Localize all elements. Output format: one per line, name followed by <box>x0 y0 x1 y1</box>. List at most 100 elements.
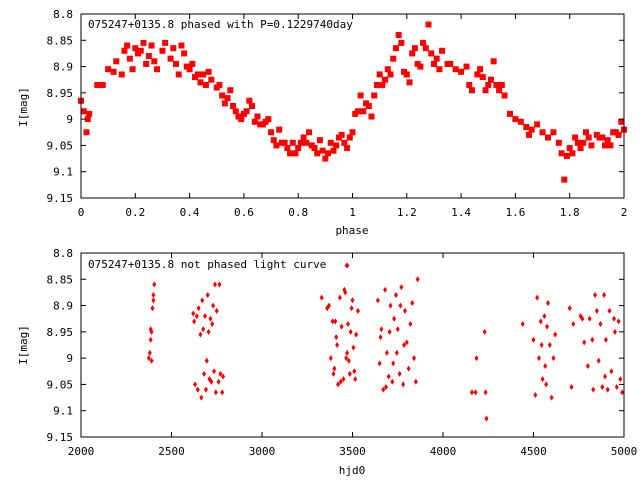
phased-data-point <box>346 134 353 141</box>
unphased-data-point <box>612 328 617 335</box>
phased-data-point <box>243 108 250 115</box>
phased-y-tick-label: 8.9 <box>53 61 73 74</box>
phased-data-point <box>409 50 416 57</box>
unphased-data-point <box>394 349 399 356</box>
unphased-data-point <box>346 357 351 364</box>
phased-data-point <box>249 103 256 109</box>
phased-data-point <box>99 81 106 88</box>
unphased-data-point <box>337 294 342 301</box>
unphased-y-tick-label: 9.15 <box>47 431 74 444</box>
unphased-x-tick-label: 2000 <box>68 445 95 458</box>
unphased-data-point <box>378 334 383 341</box>
unphased-data-point <box>600 384 605 391</box>
unphased-data-point <box>202 370 207 377</box>
unphased-data-point <box>391 360 396 367</box>
phased-x-tick-label: 2 <box>621 206 628 219</box>
phased-data-point <box>525 131 532 138</box>
phased-data-point <box>498 81 505 88</box>
phased-data-point <box>433 55 440 62</box>
phased-data-point <box>265 116 272 123</box>
unphased-data-point <box>538 318 543 325</box>
unphased-data-point <box>543 363 548 370</box>
phased-data-point <box>468 87 475 94</box>
phased-data-point <box>474 71 481 78</box>
unphased-data-point <box>567 305 572 312</box>
phased-data-point <box>341 139 348 146</box>
phased-data-point <box>202 81 209 88</box>
unphased-data-point <box>520 320 525 327</box>
phased-data-point <box>121 47 128 54</box>
phased-data-point <box>512 116 519 123</box>
unphased-legend-marker <box>344 262 350 269</box>
phased-data-point <box>517 118 524 125</box>
unphased-data-point <box>482 328 487 335</box>
unphased-data-point <box>540 376 545 383</box>
unphased-data-point <box>591 386 596 393</box>
phased-data-point <box>344 145 351 152</box>
phased-data-point <box>281 139 288 146</box>
unphased-data-point <box>603 336 608 343</box>
phased-data-point <box>84 116 91 123</box>
unphased-data-point <box>148 326 153 333</box>
unphased-data-point <box>217 281 222 288</box>
phased-data-point <box>430 60 437 67</box>
unphased-data-point <box>596 357 601 364</box>
phased-data-point <box>368 113 375 120</box>
phased-data-point <box>403 71 410 78</box>
unphased-data-point <box>395 326 400 333</box>
phased-data-point <box>110 68 117 75</box>
phased-data-point <box>607 142 614 149</box>
phased-data-point <box>395 32 402 39</box>
unphased-data-point <box>193 381 198 388</box>
phased-y-tick-label: 9.05 <box>47 139 74 152</box>
unphased-data-point <box>413 378 418 385</box>
unphased-x-tick-label: 4000 <box>430 445 457 458</box>
phased-data-point <box>140 39 147 46</box>
phased-data-point <box>306 129 313 136</box>
phased-data-point <box>86 110 93 117</box>
phased-data-point <box>452 66 459 73</box>
phased-data-point <box>197 79 204 86</box>
unphased-data-point <box>334 334 339 341</box>
phased-data-point <box>246 97 253 104</box>
phased-data-point <box>105 66 112 73</box>
unphased-data-point <box>544 381 549 388</box>
unphased-data-point <box>392 315 397 322</box>
phased-data-point <box>398 39 405 46</box>
unphased-data-point <box>336 381 341 388</box>
unphased-data-point <box>590 336 595 343</box>
unphased-data-point <box>397 370 402 377</box>
phased-data-point <box>327 139 334 146</box>
phased-data-point <box>390 55 397 62</box>
unphased-data-point <box>536 355 541 362</box>
phased-data-point <box>254 113 261 120</box>
phased-data-point <box>539 129 546 136</box>
phased-data-point <box>208 76 215 83</box>
unphased-data-point <box>607 307 612 314</box>
unphased-y-tick-label: 8.8 <box>53 247 73 260</box>
phased-data-point <box>572 134 579 141</box>
phased-x-tick-label: 0 <box>78 206 85 219</box>
unphased-data-point <box>330 318 335 325</box>
unphased-data-point <box>379 326 384 333</box>
unphased-data-point <box>582 339 587 346</box>
unphased-data-point <box>212 281 217 288</box>
unphased-data-point <box>402 307 407 314</box>
phased-data-point <box>221 100 228 107</box>
phased-data-point <box>162 39 169 46</box>
unphased-data-point <box>375 297 380 304</box>
phased-data-point <box>292 150 299 157</box>
phased-data-point <box>523 124 530 131</box>
unphased-data-point <box>598 320 603 327</box>
unphased-data-point <box>195 386 200 393</box>
unphased-data-point <box>347 370 352 377</box>
phased-data-point <box>276 126 283 133</box>
phased-data-point <box>175 71 182 78</box>
unphased-data-point <box>214 307 219 314</box>
unphased-data-point <box>345 349 350 356</box>
phased-data-point <box>506 110 513 117</box>
unphased-data-point <box>333 318 338 325</box>
phased-y-tick-label: 9.15 <box>47 192 74 205</box>
phased-light-curve-panel: 0 0.2 0.4 0.6 0.8 1 1.2 1.4 1.6 1.8 2 8.8 8.85 8.9 8.9… <box>17 8 627 237</box>
phased-data-point <box>126 55 133 62</box>
